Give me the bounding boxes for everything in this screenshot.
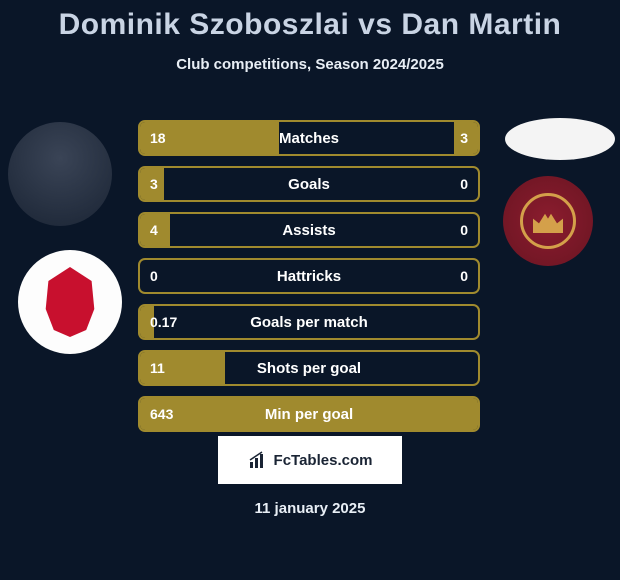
stat-row: 0.17Goals per match — [138, 304, 480, 340]
stat-row: 11Shots per goal — [138, 350, 480, 386]
stat-label: Shots per goal — [140, 360, 478, 377]
chart-icon — [248, 450, 268, 470]
comparison-chart: 183Matches 30Goals 40Assists 00Hattricks 0.1… — [138, 120, 480, 442]
stat-label: Min per goal — [140, 406, 478, 423]
stat-label: Goals per match — [140, 314, 478, 331]
stat-label: Matches — [140, 130, 478, 147]
player1-club-badge — [18, 250, 122, 354]
brand-footer: FcTables.com — [218, 436, 402, 484]
date-text: 11 january 2025 — [0, 500, 620, 517]
subtitle: Club competitions, Season 2024/2025 — [0, 56, 620, 73]
club-crest-icon — [520, 193, 576, 249]
stat-row: 40Assists — [138, 212, 480, 248]
stat-row: 643Min per goal — [138, 396, 480, 432]
brand-text: FcTables.com — [274, 452, 373, 469]
stat-row: 183Matches — [138, 120, 480, 156]
stat-row: 00Hattricks — [138, 258, 480, 294]
crown-icon — [533, 209, 563, 233]
club-crest-icon — [43, 267, 97, 337]
stat-label: Hattricks — [140, 268, 478, 285]
stat-row: 30Goals — [138, 166, 480, 202]
stat-label: Assists — [140, 222, 478, 239]
page-title: Dominik Szoboszlai vs Dan Martin — [0, 0, 620, 42]
player2-club-badge — [503, 176, 593, 266]
player1-avatar — [8, 122, 112, 226]
player2-avatar — [505, 118, 615, 160]
stat-label: Goals — [140, 176, 478, 193]
